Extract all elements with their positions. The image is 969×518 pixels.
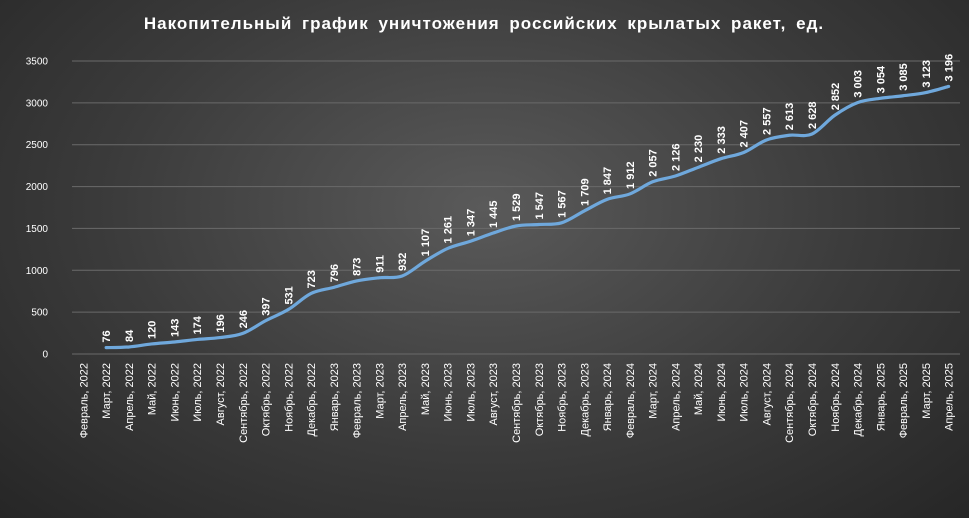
x-tick-label: Июль, 2023 [465, 363, 477, 422]
x-tick-label: Декабрь, 2023 [579, 363, 591, 436]
y-tick-label: 500 [31, 308, 48, 319]
x-tick-label: Сентябрь, 2022 [238, 363, 250, 443]
y-tick-label: 1500 [26, 224, 49, 235]
data-label: 2 230 [693, 135, 705, 163]
x-tick-label: Октябрь, 2022 [261, 363, 273, 436]
x-tick-label: Июль, 2024 [739, 363, 751, 422]
data-label: 3 003 [853, 70, 865, 98]
x-tick-label: Апрель, 2024 [670, 363, 682, 431]
data-label: 3 085 [898, 63, 910, 91]
x-tick-label: Апрель, 2022 [124, 363, 136, 431]
data-label: 76 [101, 330, 113, 342]
x-tick-label: Май, 2023 [420, 363, 432, 415]
data-label: 1 567 [557, 190, 569, 218]
x-tick-label: Февраль, 2022 [78, 363, 90, 438]
data-label: 2 557 [761, 107, 773, 135]
data-label: 196 [215, 314, 227, 332]
y-tick-label: 1000 [26, 266, 49, 277]
y-tick-label: 3000 [26, 98, 49, 109]
data-label: 84 [124, 329, 136, 342]
data-label: 3 123 [921, 60, 933, 88]
data-label: 1 529 [511, 193, 523, 221]
series-line [104, 84, 951, 350]
data-label: 723 [306, 270, 318, 288]
y-tick-label: 3500 [26, 57, 49, 68]
data-label: 174 [192, 315, 204, 334]
x-tick-label: Декабрь, 2022 [306, 363, 318, 436]
x-tick-label: Октябрь, 2023 [534, 363, 546, 436]
data-label: 1 547 [534, 192, 546, 220]
y-tick-label: 2000 [26, 182, 49, 193]
x-tick-label: Январь, 2025 [875, 363, 887, 431]
data-label: 397 [261, 297, 273, 315]
x-tick-label: Сентябрь, 2023 [511, 363, 523, 443]
x-tick-label: Апрель, 2023 [397, 363, 409, 431]
x-tick-label: Май, 2022 [147, 363, 159, 415]
data-label: 143 [169, 319, 181, 337]
x-tick-label: Февраль, 2023 [352, 363, 364, 438]
data-label: 911 [374, 255, 386, 273]
data-label: 796 [329, 264, 341, 282]
x-tick-label: Ноябрь, 2023 [557, 363, 569, 432]
series-layer [104, 84, 951, 350]
y-tick-label: 2500 [26, 140, 49, 151]
y-tick-label: 0 [42, 350, 48, 361]
x-tick-label: Май, 2024 [693, 363, 705, 415]
x-tick-label: Февраль, 2024 [625, 363, 637, 438]
data-label: 2 057 [648, 149, 660, 177]
data-label: 2 333 [716, 126, 728, 154]
x-tick-label: Сентябрь, 2024 [784, 363, 796, 443]
data-label: 2 852 [830, 83, 842, 111]
x-tick-label: Март, 2025 [921, 363, 933, 419]
x-tick-label: Март, 2022 [101, 363, 113, 419]
data-label: 120 [147, 321, 159, 339]
x-tick-label: Март, 2024 [648, 363, 660, 419]
x-tick-label: Август, 2022 [215, 363, 227, 425]
data-label: 531 [283, 286, 295, 304]
data-label: 2 628 [807, 101, 819, 129]
x-tick-label: Ноябрь, 2022 [283, 363, 295, 432]
x-tick-label: Ноябрь, 2024 [830, 363, 842, 432]
data-labels: 76 84 120 143 174 196 246 397 531 723 796 873 911 932… [101, 54, 955, 343]
data-label: 2 613 [784, 103, 796, 131]
data-label: 1 709 [579, 178, 591, 206]
chart-title: Накопительный график уничтожения российс… [144, 14, 824, 33]
data-label: 1 912 [625, 161, 637, 189]
x-tick-label: Февраль, 2025 [898, 363, 910, 438]
data-label: 1 261 [443, 216, 455, 244]
gridlines [72, 60, 960, 355]
x-tick-label: Август, 2024 [761, 363, 773, 425]
data-label: 873 [352, 258, 364, 276]
x-tick-label: Август, 2023 [488, 363, 500, 425]
data-label: 1 445 [488, 201, 500, 229]
data-label: 1 847 [602, 167, 614, 195]
x-tick-label: Июнь, 2023 [443, 363, 455, 422]
data-label: 3 054 [875, 65, 887, 93]
x-tick-label: Январь, 2023 [329, 363, 341, 431]
data-label: 1 107 [420, 229, 432, 257]
x-tick-label: Апрель, 2025 [944, 363, 956, 431]
x-tick-label: Декабрь, 2024 [853, 363, 865, 436]
x-axis-ticks: Февраль, 2022 Март, 2022 Апрель, 2022 Май, … [78, 363, 955, 443]
x-tick-label: Июнь, 2024 [716, 363, 728, 422]
x-tick-label: Июль, 2022 [192, 363, 204, 422]
data-label: 3 196 [944, 54, 956, 82]
data-label: 246 [238, 310, 250, 328]
data-label: 2 407 [739, 120, 751, 148]
x-tick-label: Октябрь, 2024 [807, 363, 819, 436]
y-axis-ticks: 0 500 1000 1500 2000 2500 3000 3500 [26, 57, 49, 361]
x-tick-label: Январь, 2024 [602, 363, 614, 431]
data-label: 2 126 [670, 143, 682, 171]
x-tick-label: Июнь, 2022 [169, 363, 181, 422]
data-label: 1 347 [465, 209, 477, 237]
x-tick-label: Март, 2023 [374, 363, 386, 419]
data-label: 932 [397, 253, 409, 271]
